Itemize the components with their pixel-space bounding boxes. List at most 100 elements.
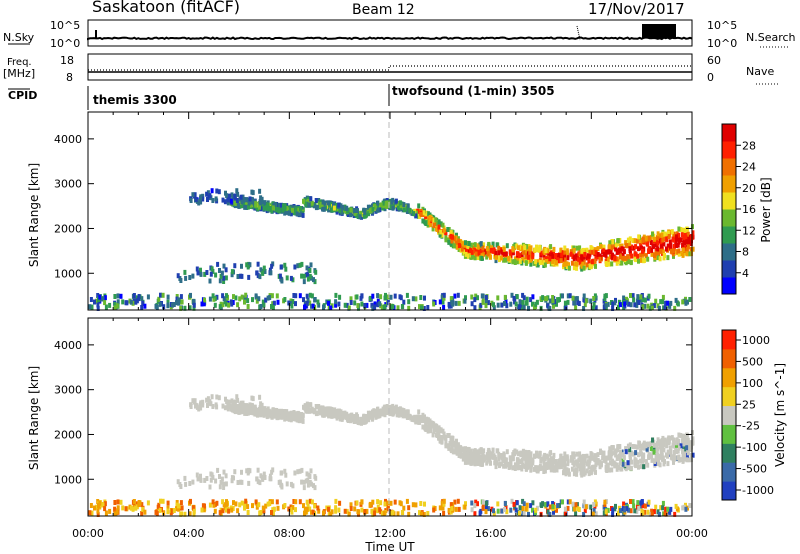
range-cell — [329, 305, 333, 311]
range-cell — [378, 301, 382, 307]
range-cell — [677, 438, 681, 444]
range-cell — [202, 301, 206, 307]
range-cell — [270, 499, 274, 505]
range-cell — [641, 297, 645, 303]
range-cell — [674, 234, 678, 240]
range-cell — [294, 301, 297, 307]
range-cell — [334, 498, 338, 504]
range-cell — [250, 402, 254, 408]
range-cell — [524, 506, 528, 512]
range-cell — [565, 264, 569, 269]
range-cell — [385, 410, 389, 415]
range-cell — [531, 294, 535, 300]
range-cell — [242, 403, 246, 409]
range-cell — [259, 195, 263, 201]
range-cell — [159, 498, 162, 504]
range-cell — [571, 295, 575, 301]
range-cell — [199, 271, 203, 277]
range-cell — [526, 460, 530, 466]
range-cell — [659, 454, 663, 460]
range-cell — [230, 507, 234, 513]
range-cell — [162, 304, 166, 310]
colorbar-tick-label: 20 — [742, 182, 756, 195]
range-cell — [418, 304, 421, 310]
range-cell — [593, 499, 597, 505]
range-cell — [442, 227, 446, 233]
range-cell — [499, 461, 503, 467]
range-cell — [521, 452, 525, 458]
range-cell — [140, 511, 144, 516]
range-cell — [248, 402, 252, 408]
range-cell — [254, 201, 258, 207]
range-cell — [341, 204, 345, 210]
range-cell — [235, 407, 238, 412]
range-cell — [353, 506, 357, 512]
range-cell — [132, 297, 136, 303]
range-cell — [578, 245, 582, 251]
range-cell — [316, 505, 320, 511]
range-cell — [386, 500, 390, 506]
range-cell — [346, 208, 350, 214]
range-cell — [670, 229, 674, 235]
range-cell — [224, 275, 228, 281]
range-cell — [585, 247, 589, 253]
range-cell — [489, 254, 492, 260]
range-cell — [327, 300, 330, 306]
range-cell — [379, 294, 383, 300]
range-cell — [535, 299, 539, 305]
range-cell — [580, 266, 584, 272]
range-cell — [587, 464, 591, 470]
range-cell — [626, 259, 630, 265]
range-cell — [673, 305, 677, 311]
range-cell — [284, 472, 288, 478]
range-cell — [608, 446, 612, 452]
range-cell — [582, 306, 586, 311]
range-cell — [224, 473, 228, 479]
range-cell — [624, 466, 628, 472]
range-cell — [681, 227, 685, 233]
range-cell — [179, 305, 183, 311]
range-cell — [519, 244, 523, 250]
range-cell — [311, 303, 315, 309]
range-cell — [559, 464, 563, 470]
range-cell — [456, 292, 460, 298]
range-cell — [524, 460, 528, 466]
range-cell — [629, 251, 632, 256]
range-cell — [662, 241, 666, 247]
range-cell — [653, 252, 657, 258]
range-cell — [373, 304, 377, 310]
range-cell — [285, 415, 289, 421]
freq-tick-top: 18 — [60, 54, 74, 67]
range-cell — [368, 414, 372, 420]
range-cell — [477, 456, 481, 462]
range-cell — [681, 505, 685, 511]
range-cell — [604, 261, 608, 266]
range-cell — [199, 267, 202, 273]
y-tick-label: 4000 — [54, 339, 82, 352]
range-cell — [599, 244, 603, 249]
range-cell — [113, 500, 117, 505]
range-cell — [561, 461, 565, 467]
range-cell — [632, 297, 636, 303]
range-cell — [616, 238, 620, 244]
range-cell — [660, 243, 664, 249]
range-cell — [308, 474, 312, 479]
range-cell — [322, 412, 326, 418]
range-cell — [211, 268, 215, 274]
range-cell — [404, 206, 408, 212]
range-cell — [394, 198, 398, 204]
range-cell — [225, 504, 229, 509]
range-cell — [224, 301, 228, 307]
range-cell — [610, 451, 614, 457]
range-cell — [527, 305, 530, 311]
range-cell — [681, 449, 685, 455]
range-cell — [259, 401, 263, 407]
freq-label: Freq. — [7, 57, 32, 68]
range-cell — [646, 303, 650, 309]
range-cell — [658, 462, 662, 468]
range-cell — [576, 506, 580, 512]
range-cell — [486, 457, 490, 463]
cpid-row: CPID themis 3300 twofsound (1-min) 3505 — [8, 84, 555, 110]
range-cell — [414, 213, 418, 219]
range-cell — [491, 454, 495, 460]
